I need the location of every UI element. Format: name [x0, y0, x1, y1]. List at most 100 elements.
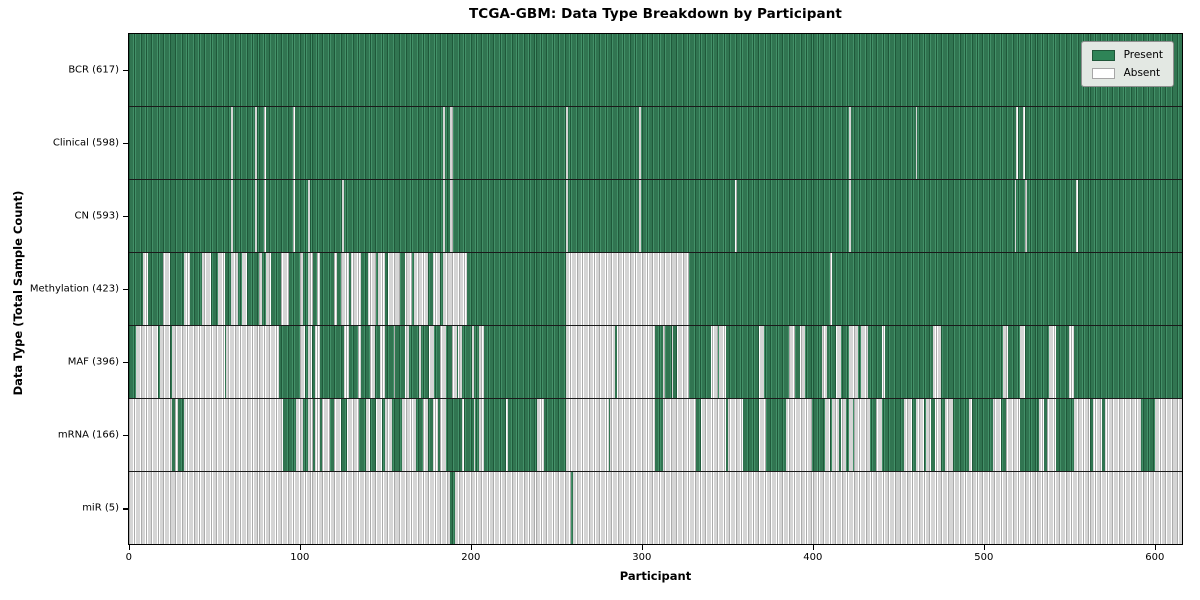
- segment-absent: [443, 107, 445, 179]
- segment-present: [408, 326, 420, 398]
- row-bcr: [129, 34, 1182, 107]
- segment-absent: [565, 107, 568, 179]
- segment-absent: [342, 180, 345, 252]
- bar-edges-overlay: [129, 34, 1182, 106]
- segment-absent: [849, 107, 851, 179]
- x-tick-label-300: 300: [632, 552, 652, 563]
- segment-absent: [292, 180, 295, 252]
- x-tick: [470, 545, 473, 550]
- segment-present: [852, 399, 855, 471]
- segment-absent: [443, 253, 467, 325]
- segment-present: [857, 326, 862, 398]
- segment-absent: [280, 253, 290, 325]
- segment-present: [473, 326, 479, 398]
- y-tick: [123, 142, 128, 144]
- segment-present: [282, 399, 297, 471]
- y-tick: [123, 435, 128, 437]
- segment-absent: [432, 253, 440, 325]
- y-tick-label-bcr: BCR (617): [68, 64, 119, 76]
- segment-absent: [202, 253, 211, 325]
- segment-present: [673, 326, 677, 398]
- segment-present: [434, 326, 440, 398]
- segment-present: [461, 326, 473, 398]
- segment-present: [463, 399, 474, 471]
- y-tick-label-mir: miR (5): [82, 502, 119, 514]
- segment-present: [1007, 326, 1020, 398]
- y-tick: [123, 215, 128, 218]
- x-tick-label-400: 400: [803, 552, 823, 563]
- segment-absent: [1076, 180, 1078, 252]
- segment-present: [869, 399, 877, 471]
- segment-absent: [378, 253, 385, 325]
- segment-absent: [231, 253, 239, 325]
- segment-present: [384, 326, 394, 398]
- segment-present: [1101, 399, 1106, 471]
- y-tick-label-maf: MAF (396): [67, 356, 119, 368]
- segment-absent: [915, 107, 918, 179]
- y-tick: [123, 508, 128, 510]
- legend-swatch-absent-icon: [1091, 67, 1115, 79]
- segment-present: [615, 326, 618, 398]
- segment-present: [543, 399, 566, 471]
- segment-present: [374, 326, 380, 398]
- x-tick: [812, 545, 814, 550]
- segment-present: [827, 326, 836, 398]
- segment-present: [867, 326, 882, 398]
- legend-label-present: Present: [1123, 49, 1163, 61]
- y-tick-label-mrna: mRNA (166): [57, 429, 119, 441]
- segment-absent: [849, 180, 851, 252]
- segment-present: [330, 399, 334, 471]
- segment-present: [129, 326, 136, 398]
- segment-absent: [639, 107, 641, 179]
- segment-absent: [299, 253, 304, 325]
- segment-present: [178, 399, 184, 471]
- segment-absent: [639, 180, 641, 252]
- segment-absent: [255, 180, 257, 252]
- segment-present: [420, 326, 430, 398]
- segment-present: [446, 399, 462, 471]
- segment-present: [158, 326, 160, 398]
- x-axis-label: Participant: [619, 569, 692, 583]
- segment-absent: [340, 253, 350, 325]
- segment-present: [1055, 399, 1075, 471]
- segment-present: [838, 399, 841, 471]
- x-tick-label-200: 200: [461, 552, 481, 563]
- segment-present: [437, 399, 440, 471]
- segment-present: [349, 326, 358, 398]
- segment-absent: [1023, 107, 1025, 179]
- segment-absent: [449, 107, 454, 179]
- segment-present: [1024, 326, 1049, 398]
- segment-present: [1001, 399, 1007, 471]
- segment-present: [654, 399, 664, 471]
- segment-present: [571, 472, 573, 544]
- segment-absent: [163, 253, 170, 325]
- segment-present: [881, 399, 904, 471]
- segment-present: [415, 399, 423, 471]
- segment-present: [794, 326, 800, 398]
- legend-item-absent: Absent: [1091, 67, 1163, 79]
- segment-present: [726, 399, 729, 471]
- segment-present: [320, 399, 322, 471]
- x-tick: [299, 545, 302, 550]
- bar-edges-overlay: [129, 472, 1182, 544]
- segment-present: [1074, 326, 1182, 398]
- segment-present: [483, 399, 507, 471]
- segment-present: [171, 399, 176, 471]
- segment-absent: [1014, 180, 1017, 252]
- segment-absent: [265, 253, 271, 325]
- segment-present: [361, 326, 370, 398]
- y-tick: [123, 362, 128, 364]
- segment-present: [340, 399, 348, 471]
- segment-present: [446, 326, 452, 398]
- segment-present: [475, 399, 479, 471]
- segment-absent: [316, 253, 321, 325]
- segment-present: [840, 326, 850, 398]
- segment-absent: [241, 253, 247, 325]
- segment-absent: [350, 253, 362, 325]
- segment-present: [845, 399, 850, 471]
- y-tick-label-methylation: Methylation (423): [29, 283, 119, 295]
- x-tick: [128, 545, 131, 550]
- segment-absent: [308, 253, 314, 325]
- x-tick-label-100: 100: [290, 552, 310, 563]
